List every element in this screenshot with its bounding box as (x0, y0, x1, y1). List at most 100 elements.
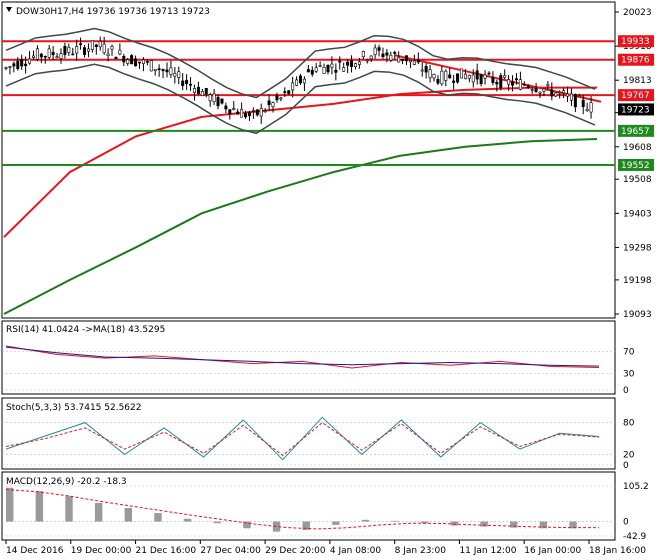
lower-band (5, 63, 596, 135)
candle-body (420, 69, 424, 72)
candle-body (177, 71, 181, 78)
candle-body (59, 53, 63, 59)
candle-body (67, 46, 71, 53)
macd-panel-y-tick-label: 105.2 (623, 482, 649, 492)
candle-body (467, 75, 471, 79)
candle-body (412, 60, 416, 65)
rsi-panel-series-1 (5, 346, 600, 367)
candle-body (216, 97, 220, 107)
rsi-title: RSI(14) 41.0424 ->MA(18) 43.5295 (6, 325, 165, 335)
candle-body (314, 67, 318, 72)
candle-body (318, 65, 322, 67)
candle-body (283, 91, 287, 93)
stoch-title: Stoch(5,3,3) 53.7415 52.5622 (6, 403, 141, 413)
rsi-frame (1, 320, 616, 395)
candle-body (401, 58, 405, 61)
price-y-tick-label: 19813 (623, 76, 652, 86)
current-price-tag (618, 103, 654, 116)
candle-body (432, 73, 436, 79)
macd-bar (332, 521, 340, 525)
candle-body (310, 69, 314, 75)
candle-body (134, 58, 138, 67)
candle-body (39, 53, 43, 58)
candle-body (141, 59, 145, 64)
candle-body (208, 94, 212, 102)
candle-body (106, 53, 110, 57)
candle-body (558, 91, 562, 94)
candle-body (145, 61, 149, 63)
price-panel: 2002319918198131971319608195081940319298… (2, 8, 654, 320)
candle-body (526, 85, 530, 88)
candle-body (459, 68, 463, 79)
candle-body (16, 60, 20, 70)
candle-body (385, 52, 389, 56)
upper-band (5, 27, 596, 99)
candle-body (326, 64, 330, 73)
rsi-panel: 70 30 0 (2, 345, 635, 396)
candle-body (75, 46, 79, 54)
candle-body (589, 102, 593, 113)
candle-body (298, 75, 302, 84)
candle-body (255, 109, 259, 116)
ma-line-1 (3, 86, 597, 238)
price-y-tick-label: 19093 (623, 310, 652, 320)
candle-body (408, 60, 412, 63)
candle-body (538, 91, 542, 94)
candle-body (28, 58, 32, 64)
candle-body (514, 78, 518, 81)
candle-body (31, 55, 35, 58)
candle-body (149, 60, 153, 72)
rsi-panel-y-tick-label: 70 (623, 348, 635, 358)
envelope-bands (5, 27, 596, 135)
candle-body (483, 74, 487, 79)
candle-body (530, 89, 534, 91)
collapse-arrow-icon[interactable] (6, 7, 12, 12)
candle-body (71, 53, 75, 56)
x-tick-label: 18 Jan 16:00 (589, 546, 646, 556)
level-label-2: 19767 (621, 91, 650, 101)
candle-body (334, 69, 338, 73)
candle-body (236, 111, 240, 115)
candle-body (475, 70, 479, 80)
macd-frame (1, 471, 616, 541)
candle-body (357, 61, 361, 65)
candle-body (456, 73, 460, 83)
macd-title: MACD(12,26,9) -20.2 -18.3 (6, 477, 127, 487)
candle-body (581, 99, 585, 108)
candle-body (189, 83, 193, 86)
candle-body (397, 57, 401, 63)
candle-body (122, 55, 126, 63)
candle-body (94, 44, 98, 47)
x-tick-label: 16 Jan 00:00 (524, 546, 581, 556)
candle-body (130, 55, 134, 65)
candle-body (322, 66, 326, 74)
candle-body (381, 53, 385, 58)
candle-body (405, 55, 409, 62)
price-title: DOW30H17,H4 19736 19736 19713 19723 (16, 7, 210, 17)
candle-body (330, 63, 334, 68)
candle-body (126, 59, 130, 64)
price-y-tick-label: 19198 (623, 276, 652, 286)
candle-body (573, 93, 577, 108)
rsi-panel-series-0 (5, 345, 600, 369)
macd-bar (539, 521, 548, 529)
candle-body (365, 59, 369, 62)
candle-body (369, 55, 373, 60)
rsi-panel-y-tick-label: 0 (623, 386, 629, 396)
candle-body (424, 65, 428, 73)
stoch-panel-y-tick-label: 0 (623, 461, 629, 471)
candle-body (8, 66, 12, 68)
candle-body (204, 87, 208, 95)
x-tick-label: 29 Dec 20:00 (265, 546, 326, 556)
candle-body (138, 61, 142, 64)
candle-body (102, 43, 106, 54)
stoch-panel-y-tick-label: 80 (623, 419, 635, 429)
candle-body (200, 91, 204, 96)
candle-body (377, 47, 381, 51)
candle-body (350, 60, 354, 67)
candle-body (471, 74, 475, 83)
candle-body (389, 54, 393, 61)
candle-body (499, 75, 503, 89)
candle-body (173, 73, 177, 77)
